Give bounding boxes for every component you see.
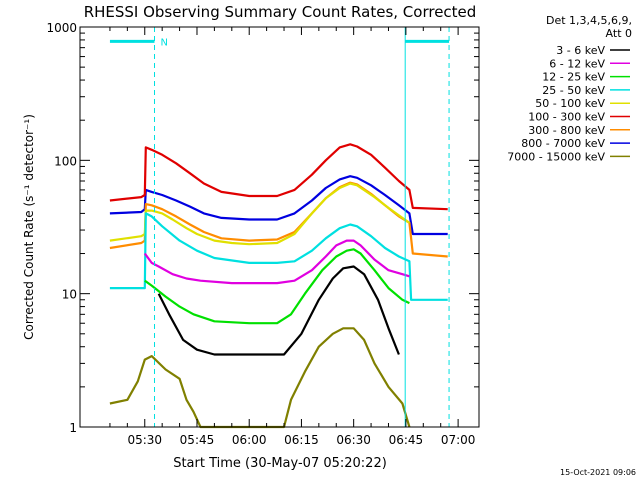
y-tick-label: 1000 bbox=[46, 21, 77, 35]
legend-label: 800 - 7000 keV bbox=[521, 137, 605, 150]
x-axis: 05:30 05:45 06:00 06:15 06:30 06:45 07:00 bbox=[109, 27, 476, 447]
x-tick-label: 06:00 bbox=[232, 433, 267, 447]
x-tick-label: 06:45 bbox=[389, 433, 424, 447]
y-tick-label: 1 bbox=[69, 421, 77, 435]
legend-label: 50 - 100 keV bbox=[535, 97, 605, 110]
annotation-layer: N bbox=[109, 27, 450, 427]
y-tick-label: 100 bbox=[54, 154, 77, 168]
x-tick-label: 07:00 bbox=[441, 433, 476, 447]
plot-frame bbox=[79, 26, 480, 428]
series-line bbox=[157, 265, 400, 356]
legend-label: 25 - 50 keV bbox=[542, 84, 605, 97]
y-axis-label: Corrected Count Rate (s⁻¹ detector⁻¹) bbox=[22, 114, 36, 340]
series-line bbox=[109, 212, 448, 301]
series-line bbox=[109, 182, 411, 246]
series-line bbox=[144, 248, 410, 325]
x-tick-label: 05:30 bbox=[127, 433, 162, 447]
legend-label: 300 - 800 keV bbox=[528, 124, 605, 137]
y-tick-label: 10 bbox=[62, 288, 77, 302]
y-axis: 1 10 100 1000 bbox=[46, 21, 479, 435]
series-line bbox=[143, 239, 410, 285]
legend-label: 7000 - 15000 keV bbox=[507, 150, 605, 163]
series-layer bbox=[109, 143, 448, 429]
legend-label: 100 - 300 keV bbox=[528, 111, 605, 124]
legend-label: 3 - 6 keV bbox=[556, 44, 605, 57]
series-line bbox=[109, 175, 448, 236]
x-tick-label: 05:45 bbox=[180, 433, 215, 447]
x-axis-label: Start Time (30-May-07 05:20:22) bbox=[173, 456, 387, 471]
timestamp: 15-Oct-2021 09:06 bbox=[560, 468, 636, 477]
legend-header-line-2: Att 0 bbox=[606, 27, 632, 40]
legend-label: 12 - 25 keV bbox=[542, 71, 605, 84]
legend-header-line-1: Det 1,3,4,5,6,9, bbox=[546, 14, 632, 27]
legend-label: 6 - 12 keV bbox=[549, 57, 605, 70]
x-tick-label: 06:30 bbox=[336, 433, 371, 447]
x-tick-label: 06:15 bbox=[284, 433, 319, 447]
attenuator-label: N bbox=[161, 37, 168, 48]
series-line bbox=[109, 143, 448, 211]
series-line bbox=[109, 327, 411, 429]
chart-title: RHESSI Observing Summary Count Rates, Co… bbox=[84, 3, 477, 21]
